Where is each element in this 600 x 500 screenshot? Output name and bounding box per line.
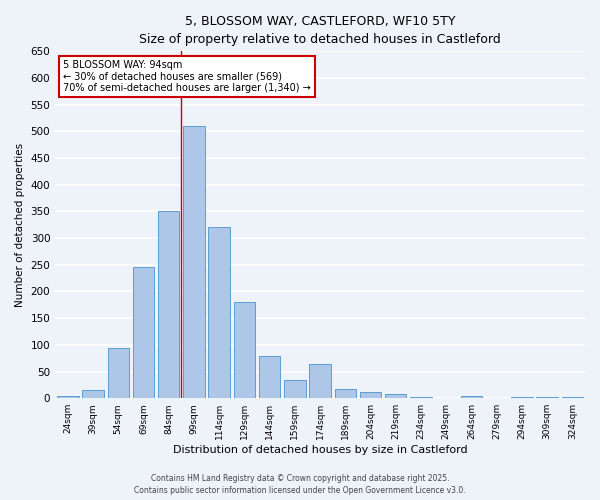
Bar (82, 390, 104, 398)
Bar (57, 396, 79, 398)
Text: Contains HM Land Registry data © Crown copyright and database right 2025.
Contai: Contains HM Land Registry data © Crown c… (134, 474, 466, 495)
Bar (310, 364, 331, 398)
Bar (511, 396, 533, 398)
Bar (284, 380, 305, 398)
Text: 5 BLOSSOM WAY: 94sqm
← 30% of detached houses are smaller (569)
70% of semi-deta: 5 BLOSSOM WAY: 94sqm ← 30% of detached h… (63, 60, 311, 93)
Bar (562, 396, 583, 398)
X-axis label: Distribution of detached houses by size in Castleford: Distribution of detached houses by size … (173, 445, 467, 455)
Bar (335, 388, 356, 398)
Bar (208, 228, 230, 398)
Bar (385, 394, 406, 398)
Bar (107, 348, 129, 398)
Bar (461, 396, 482, 398)
Bar (133, 268, 154, 398)
Title: 5, BLOSSOM WAY, CASTLEFORD, WF10 5TY
Size of property relative to detached house: 5, BLOSSOM WAY, CASTLEFORD, WF10 5TY Siz… (139, 15, 501, 46)
Bar (536, 397, 558, 398)
Bar (360, 392, 381, 398)
Bar (183, 126, 205, 398)
Bar (259, 356, 280, 398)
Y-axis label: Number of detached properties: Number of detached properties (15, 142, 25, 307)
Bar (410, 396, 432, 398)
Bar (158, 212, 179, 398)
Bar (233, 302, 255, 398)
